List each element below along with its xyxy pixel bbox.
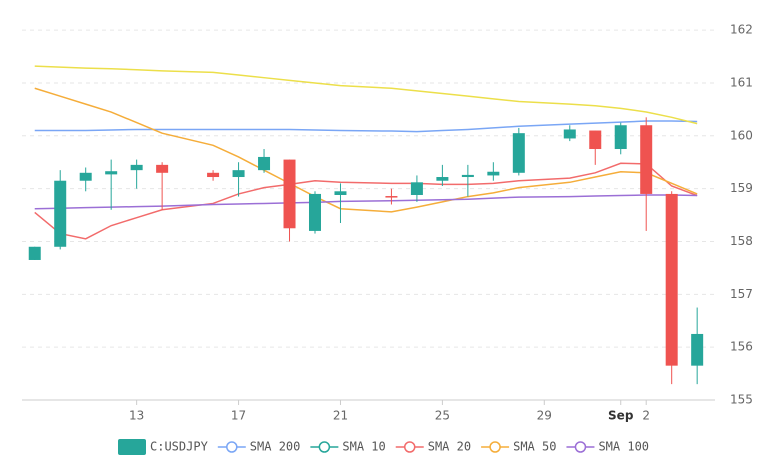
candle-body bbox=[487, 171, 500, 176]
y-tick-label: 160 bbox=[730, 128, 753, 142]
x-tick-label: 25 bbox=[435, 409, 450, 423]
x-tick-label: 29 bbox=[537, 409, 552, 423]
x-tick-label: 21 bbox=[333, 409, 348, 423]
sma-line bbox=[34, 87, 698, 213]
candle-body bbox=[512, 133, 525, 173]
legend-marker bbox=[403, 441, 416, 453]
y-tick-label: 155 bbox=[730, 393, 753, 407]
y-tick-label: 161 bbox=[730, 75, 753, 89]
candle-body bbox=[207, 172, 220, 178]
candle-body bbox=[410, 182, 423, 195]
candle-body bbox=[105, 171, 118, 175]
candle-body bbox=[614, 125, 627, 150]
legend-label: SMA 10 bbox=[342, 440, 385, 454]
sma-line bbox=[34, 120, 698, 133]
legend-label: SMA 50 bbox=[513, 440, 556, 454]
candle-body bbox=[665, 193, 678, 366]
candle-body bbox=[79, 172, 92, 181]
candle-body bbox=[640, 125, 653, 194]
legend-label: SMA 20 bbox=[428, 440, 471, 454]
candle-body bbox=[156, 164, 169, 173]
legend: C:USDJPY SMA 200 SMA 10 SMA 20 SMA 50 SMA 100 bbox=[118, 439, 649, 455]
legend-label: SMA 200 bbox=[250, 440, 301, 454]
legend-marker bbox=[574, 441, 587, 453]
legend-label: SMA 100 bbox=[598, 440, 649, 454]
candle-body bbox=[385, 196, 398, 198]
candle-body bbox=[28, 246, 41, 260]
sma-line bbox=[34, 65, 698, 125]
y-tick-label: 156 bbox=[730, 340, 753, 354]
sma-line bbox=[34, 194, 698, 210]
candle-body bbox=[691, 333, 704, 366]
y-tick-label: 159 bbox=[730, 181, 753, 195]
x-tick-label: 13 bbox=[129, 409, 144, 423]
x-tick-label: 2 bbox=[642, 409, 650, 423]
candle-body bbox=[308, 193, 321, 231]
candle-body bbox=[258, 156, 271, 171]
candle-body bbox=[334, 191, 347, 195]
candle-body bbox=[436, 177, 449, 181]
candle-body bbox=[589, 130, 602, 150]
legend-label: C:USDJPY bbox=[150, 440, 209, 454]
x-tick-label: 17 bbox=[231, 409, 246, 423]
candle-body bbox=[130, 164, 143, 171]
sma-line bbox=[34, 162, 698, 240]
candle-body bbox=[232, 170, 245, 178]
y-tick-label: 162 bbox=[730, 23, 753, 37]
legend-marker bbox=[318, 441, 331, 453]
candle-body bbox=[54, 180, 67, 247]
legend-swatch bbox=[118, 439, 146, 455]
y-tick-label: 158 bbox=[730, 234, 753, 248]
legend-marker bbox=[226, 441, 238, 453]
x-tick-label: Sep bbox=[608, 409, 634, 423]
candle-body bbox=[461, 174, 474, 178]
y-tick-label: 157 bbox=[730, 287, 753, 301]
candle-body bbox=[283, 159, 296, 229]
legend-marker bbox=[489, 441, 501, 453]
sma-lines bbox=[34, 65, 698, 240]
candle-body bbox=[563, 129, 576, 139]
